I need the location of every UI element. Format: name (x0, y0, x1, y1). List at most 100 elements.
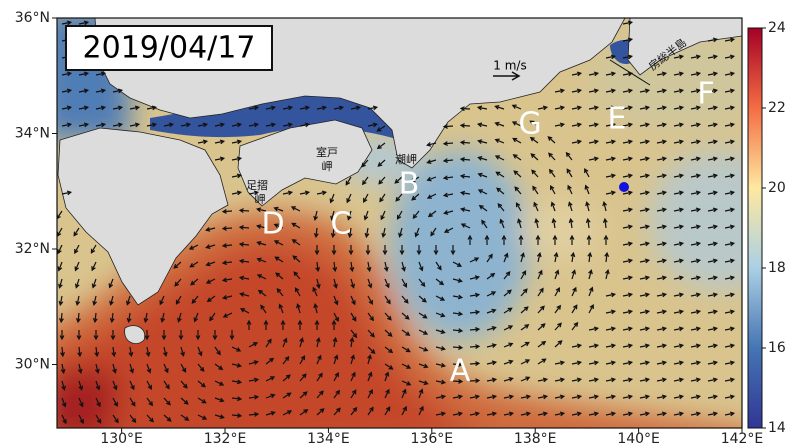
vector-arrow (605, 122, 617, 128)
vector-arrow (427, 210, 437, 218)
vector-arrow (316, 354, 322, 365)
vector-arrow (332, 261, 338, 273)
vector-arrow (180, 346, 185, 357)
vector-arrow (656, 88, 668, 94)
vector-arrow (639, 173, 651, 179)
vector-arrow (435, 295, 446, 301)
vector-arrow (146, 414, 154, 423)
vector-arrow (622, 326, 634, 332)
vector-arrow (367, 406, 374, 416)
vector-arrow (75, 295, 81, 307)
vector-arrow (112, 397, 118, 408)
vector-arrow (433, 245, 439, 256)
vector-arrow (430, 227, 437, 237)
vector-arrow (273, 206, 284, 212)
vector-arrow (222, 312, 233, 318)
vector-arrow (435, 394, 447, 400)
vector-arrow (112, 88, 124, 94)
vector-arrow (724, 190, 736, 196)
vector-arrow (571, 394, 583, 400)
vector-arrow (248, 394, 260, 400)
x-tick-label: 138°E (514, 431, 557, 447)
vector-arrow (273, 240, 284, 246)
vector-arrow (93, 330, 99, 341)
vector-arrow (58, 278, 63, 289)
vector-arrow (78, 380, 84, 391)
vector-arrow (537, 411, 549, 417)
vector-arrow (605, 360, 617, 366)
vector-arrow (59, 312, 64, 324)
vector-arrow (673, 258, 685, 264)
vector-arrow (459, 190, 471, 196)
vector-arrow (333, 278, 338, 289)
vector-arrow (656, 394, 668, 400)
vector-arrow (602, 217, 608, 229)
vector-arrow (518, 234, 524, 245)
x-tick-label: 140°E (617, 431, 660, 447)
vector-arrow (212, 330, 218, 341)
vector-arrow (95, 71, 107, 77)
vector-arrow (605, 411, 617, 417)
station-marker (619, 182, 629, 192)
vector-arrow (350, 329, 358, 339)
vector-arrow (622, 105, 634, 111)
vector-arrow (146, 105, 158, 111)
vector-arrow (588, 105, 600, 111)
vector-arrow (418, 329, 429, 335)
vector-arrow (282, 392, 292, 399)
vector-arrow (61, 88, 73, 94)
vector-arrow (314, 245, 320, 256)
vector-arrow (469, 361, 481, 367)
vector-arrow (316, 190, 328, 196)
vector-arrow (588, 269, 593, 280)
vector-arrow (129, 363, 135, 374)
colorbar-tick-label: 18 (768, 260, 786, 276)
region-letter: E (608, 102, 627, 137)
vector-arrow (673, 139, 685, 145)
vector-arrow (724, 88, 736, 94)
vector-arrow (435, 329, 446, 335)
colorbar-tick-label: 16 (768, 340, 786, 356)
vector-arrow (656, 326, 668, 332)
vector-arrow (554, 287, 560, 297)
vector-arrow (316, 105, 328, 111)
vector-arrow (222, 294, 233, 300)
vector-arrow (126, 312, 132, 324)
vector-arrow (452, 261, 463, 267)
vector-arrow (459, 157, 471, 162)
vector-arrow (418, 278, 426, 288)
vector-arrow (639, 275, 651, 281)
vector-arrow (316, 390, 324, 399)
vector-arrow (537, 269, 543, 280)
vector-arrow (205, 244, 216, 249)
vector-arrow (78, 105, 90, 111)
vector-arrow (550, 201, 556, 212)
vector-arrow (452, 328, 464, 334)
vector-arrow (656, 309, 668, 315)
vector-arrow (78, 397, 84, 408)
vector-arrow (418, 312, 428, 319)
vector-arrow (673, 411, 685, 417)
vector-arrow (602, 201, 608, 212)
vector-arrow (512, 154, 522, 161)
vector-arrow (379, 193, 386, 203)
vector-arrow (707, 105, 719, 111)
vector-arrow (384, 312, 392, 321)
vector-arrow (707, 411, 719, 417)
vector-arrow (554, 322, 562, 331)
vector-arrow (61, 414, 67, 425)
vector-arrow (622, 156, 634, 162)
vector-arrow (724, 343, 736, 349)
vector-arrow (690, 156, 702, 162)
vector-arrow (350, 278, 356, 289)
vector-arrow (571, 304, 578, 314)
vector-arrow (673, 309, 685, 315)
vector-arrow (520, 288, 528, 297)
vector-arrow (350, 389, 357, 399)
vector-arrow (398, 227, 403, 238)
vector-arrow (707, 394, 719, 400)
vector-arrow (511, 121, 522, 127)
vector-arrow (673, 173, 685, 179)
vector-arrow (554, 377, 566, 383)
vector-arrow (690, 377, 702, 383)
